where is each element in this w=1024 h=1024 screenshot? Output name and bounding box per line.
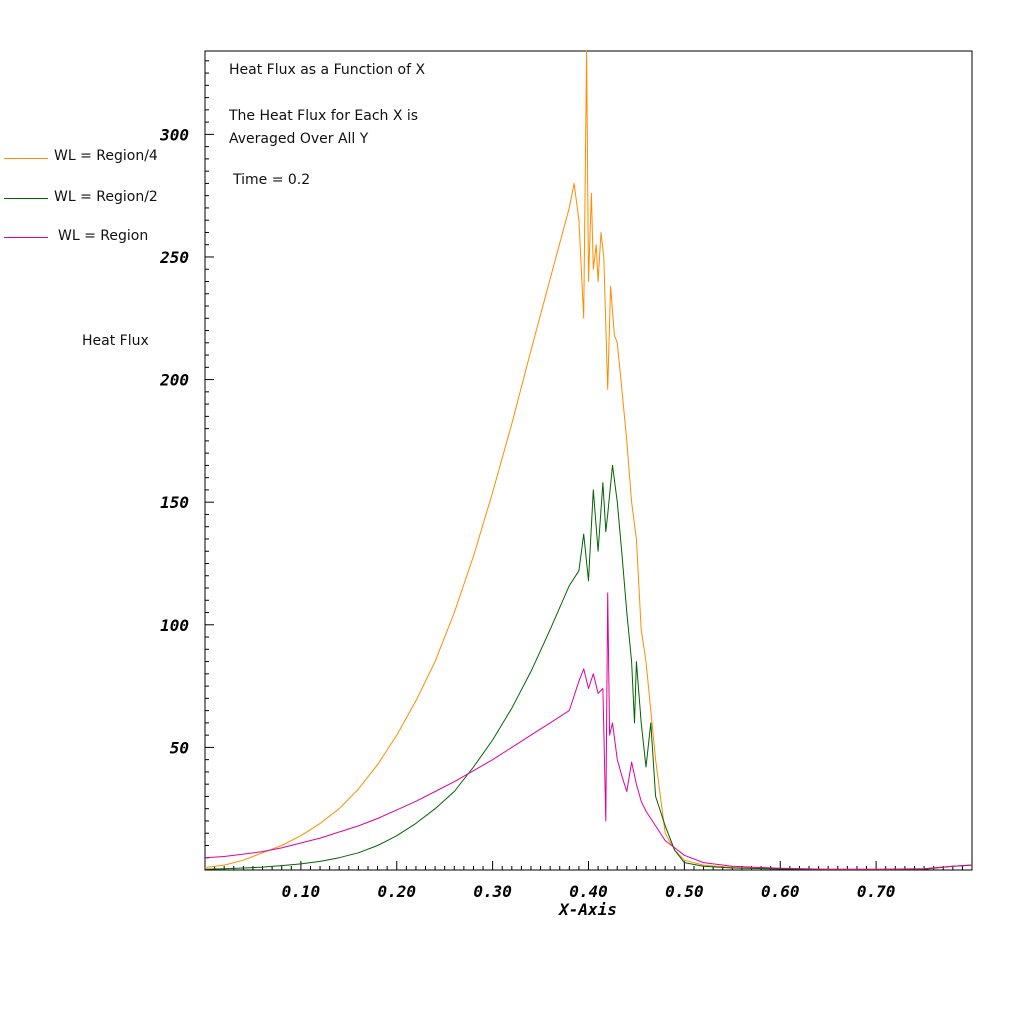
series-line-region-quarter <box>204 50 973 870</box>
y-tick-label: 50 <box>170 738 189 757</box>
plot-frame <box>204 50 973 871</box>
x-tick-label: 0.30 <box>473 882 512 901</box>
legend-label-region: WL = Region <box>58 228 149 244</box>
legend-label-region-quarter: WL = Region/4 <box>54 148 158 164</box>
plot-border <box>204 50 973 871</box>
y-tick-label: 100 <box>160 616 189 635</box>
x-axis-label: X-Axis <box>557 900 617 919</box>
y-tick-label: 200 <box>159 371 189 390</box>
legend-swatch-region-quarter <box>4 158 48 159</box>
x-tick-label: 0.50 <box>665 882 704 901</box>
series-lines <box>204 50 973 870</box>
legend-swatch-region <box>4 237 48 238</box>
y-tick-label: 250 <box>159 248 189 267</box>
legend-label-region-half: WL = Region/2 <box>54 189 158 205</box>
x-tick-label: 0.60 <box>761 882 800 901</box>
annotation-title: Heat Flux as a Function of X <box>229 62 426 78</box>
x-tick-label: 0.40 <box>569 882 608 901</box>
series-line-region-half <box>204 464 973 870</box>
x-tick-label: 0.10 <box>282 882 321 901</box>
y-tick-label: 150 <box>160 493 189 512</box>
annotation-line-2: Averaged Over All Y <box>229 131 369 147</box>
x-tick-label: 0.20 <box>377 882 416 901</box>
series-line-region <box>204 592 973 870</box>
legend-swatch-region-half <box>4 198 48 199</box>
x-tick-label: 0.70 <box>857 882 896 901</box>
annotation-time: Time = 0.2 <box>233 172 311 188</box>
y-tick-label: 300 <box>159 125 189 144</box>
annotation-line-1: The Heat Flux for Each X is <box>229 108 419 124</box>
y-axis-label: Heat Flux <box>82 333 149 349</box>
axis-ticks: 50 100 150 200 250 300 0.10 0.20 0.30 0.40 0.50 0.6… <box>159 60 963 901</box>
